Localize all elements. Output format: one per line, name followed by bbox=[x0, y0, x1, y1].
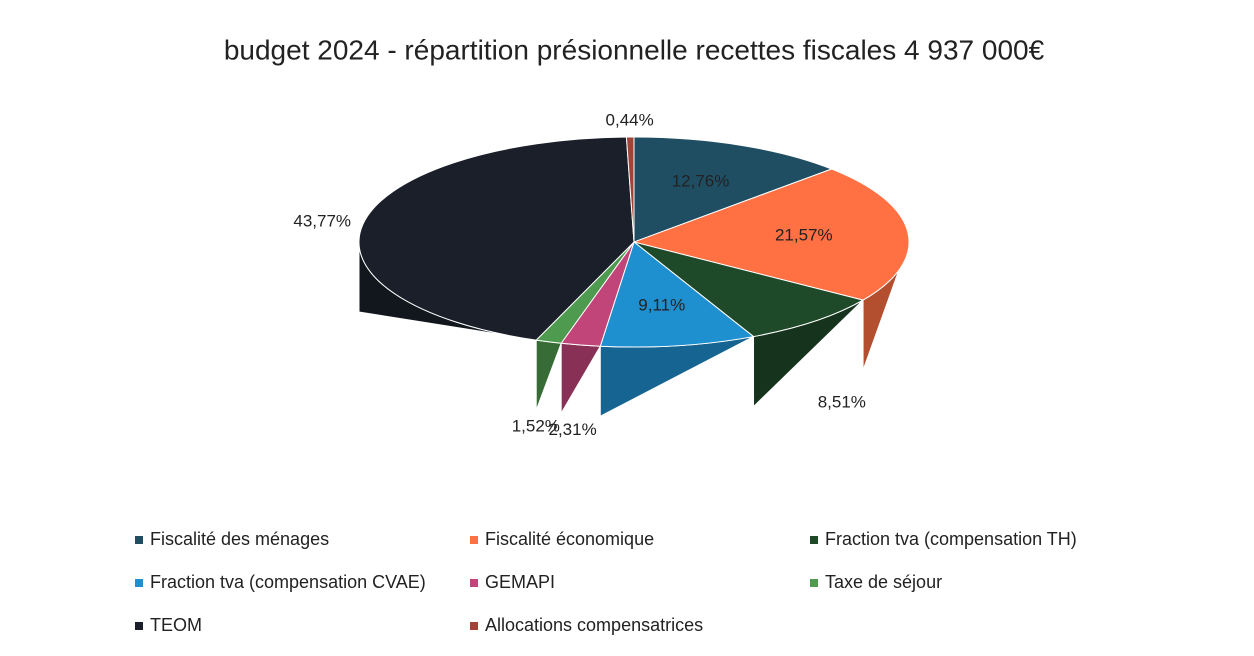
slice bbox=[633, 136, 834, 243]
slice bbox=[632, 168, 910, 301]
legend-label: Fraction tva (compensation CVAE) bbox=[150, 572, 426, 592]
data-label: 0,44% bbox=[606, 111, 654, 130]
legend-swatch bbox=[810, 579, 818, 587]
slice-side bbox=[560, 342, 602, 416]
slice-side bbox=[535, 339, 562, 411]
legend-label: Fraction tva (compensation TH) bbox=[825, 529, 1077, 549]
data-label: 12,76% bbox=[672, 172, 730, 191]
slice bbox=[599, 241, 755, 348]
slice bbox=[358, 136, 635, 341]
legend-swatch bbox=[135, 536, 143, 544]
data-label: 8,51% bbox=[818, 393, 866, 412]
slice bbox=[625, 136, 635, 243]
data-label: 21,57% bbox=[775, 226, 833, 245]
legend-swatch bbox=[810, 536, 818, 544]
slice bbox=[633, 241, 865, 338]
legend-label: Taxe de séjour bbox=[825, 572, 942, 592]
legend-swatch bbox=[470, 622, 478, 630]
data-label: 43,77% bbox=[293, 211, 351, 230]
data-label: 2,31% bbox=[548, 420, 596, 439]
legend-label: Fiscalité économique bbox=[485, 529, 654, 549]
legend-label: Allocations compensatrices bbox=[485, 615, 703, 635]
legend-label: Fiscalité des ménages bbox=[150, 529, 329, 549]
data-label: 9,11% bbox=[638, 296, 685, 315]
slice-side bbox=[599, 336, 754, 418]
legend-label: TEOM bbox=[150, 615, 202, 635]
data-label: 1,52% bbox=[512, 416, 560, 435]
legend-label: GEMAPI bbox=[485, 572, 555, 592]
chart-title: budget 2024 - répartition présionnelle r… bbox=[224, 34, 1045, 65]
legend-swatch bbox=[470, 579, 478, 587]
legend-swatch bbox=[135, 579, 143, 587]
legend-swatch bbox=[135, 622, 143, 630]
legend-swatch bbox=[470, 536, 478, 544]
